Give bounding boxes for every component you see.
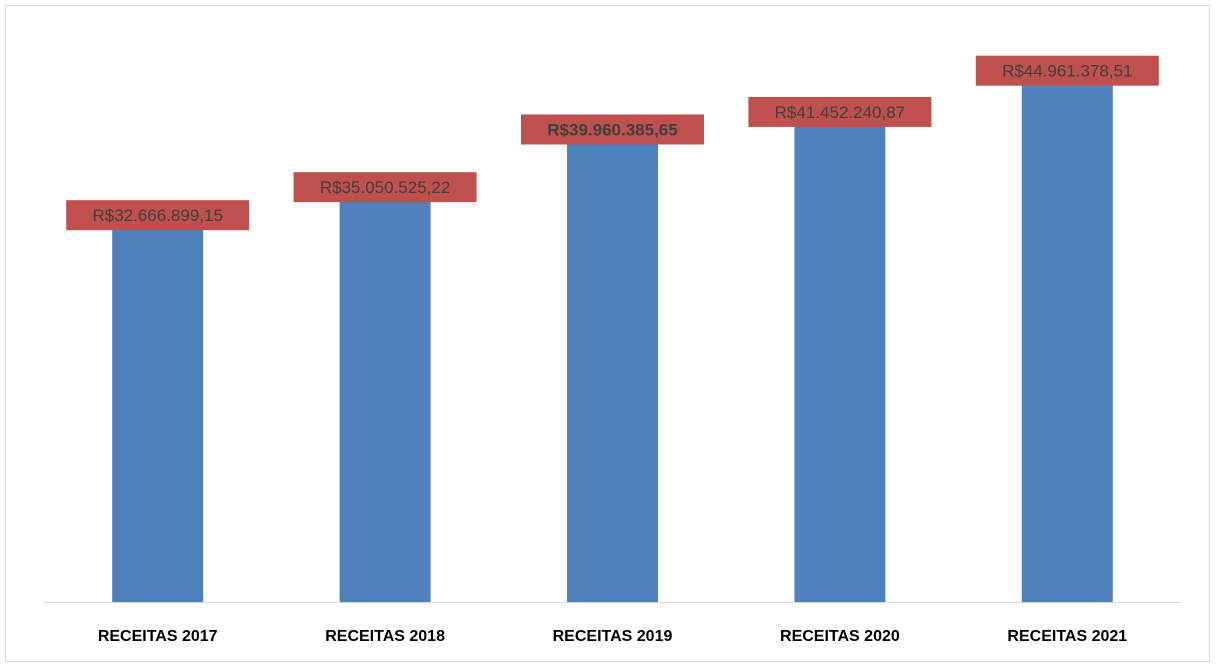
data-label-box-5 — [975, 55, 1159, 86]
data-label-3: R$39.960.385,65 — [547, 120, 677, 139]
x-tick-label-5: RECEITAS 2021 — [1007, 628, 1127, 645]
bar-5 — [1021, 73, 1113, 603]
x-tick-label-3: RECEITAS 2019 — [553, 628, 673, 645]
bar-3 — [567, 132, 658, 603]
bar-2 — [339, 190, 431, 603]
data-label-box-3 — [521, 114, 704, 145]
bar-4 — [794, 114, 886, 603]
data-label-box-2 — [293, 172, 477, 203]
x-tick-label-1: RECEITAS 2017 — [98, 628, 218, 645]
data-label-5: R$44.961.378,51 — [1002, 62, 1132, 81]
data-label-box-1 — [66, 200, 250, 231]
data-label-4: R$41.452.240,87 — [775, 103, 905, 122]
data-label-1: R$32.666.899,15 — [92, 206, 222, 225]
x-tick-label-4: RECEITAS 2020 — [780, 628, 900, 645]
data-label-box-4 — [748, 96, 932, 127]
bar-1 — [112, 218, 204, 602]
x-tick-label-2: RECEITAS 2018 — [325, 628, 445, 645]
data-label-2: R$35.050.525,22 — [320, 178, 450, 197]
